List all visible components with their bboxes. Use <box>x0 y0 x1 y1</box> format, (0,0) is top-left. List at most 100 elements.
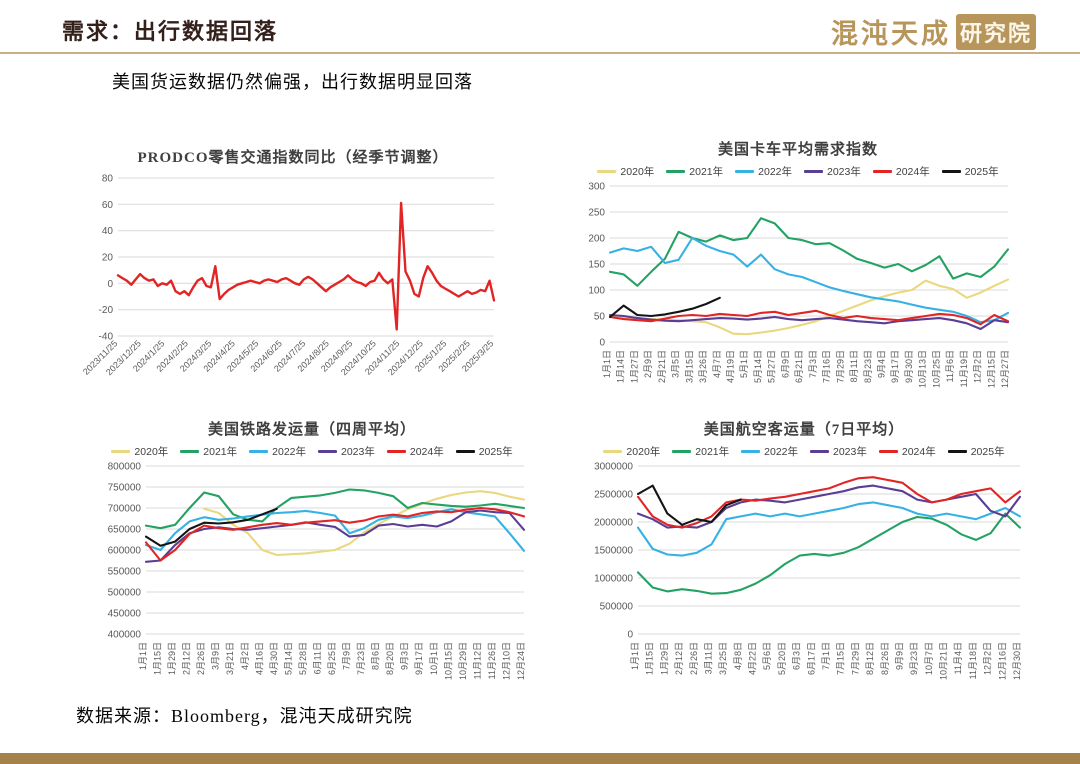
legend-item: 2025年 <box>947 444 1005 459</box>
legend-item: 2021年 <box>180 444 237 459</box>
page-title: 需求：出行数据回落 <box>62 19 279 44</box>
legend-label: 2020年 <box>134 445 169 458</box>
legend-swatch-icon <box>386 449 406 453</box>
svg-text:12月15日: 12月15日 <box>986 350 996 388</box>
svg-text:2000000: 2000000 <box>594 518 633 529</box>
line-chart: 800000 750000 700000 650000 600000 550000 5000… <box>108 462 526 681</box>
subtitle: 美国货运数据仍然偏强，出行数据明显回落 <box>112 72 473 92</box>
brand-logo-badge: 研究院 <box>955 13 1036 50</box>
svg-text:2月26日: 2月26日 <box>689 642 699 675</box>
legend-swatch-icon <box>947 449 967 453</box>
svg-text:10月1日: 10月1日 <box>429 642 439 675</box>
svg-text:4月7日: 4月7日 <box>712 350 722 378</box>
svg-text:8月20日: 8月20日 <box>385 642 395 675</box>
svg-text:12月30日: 12月30日 <box>1012 642 1022 680</box>
svg-text:11月6日: 11月6日 <box>945 350 955 382</box>
svg-text:0: 0 <box>107 279 113 290</box>
chart-title: 美国铁路发运量（四周平均） <box>207 422 416 438</box>
svg-text:4月30日: 4月30日 <box>269 642 279 675</box>
svg-text:9月17日: 9月17日 <box>890 350 900 383</box>
legend-label: 2025年 <box>970 445 1005 458</box>
legend-item: 2024年 <box>386 444 444 459</box>
legend-item: 2020年 <box>597 164 654 179</box>
legend-item: 2022年 <box>735 164 792 179</box>
svg-text:500000: 500000 <box>108 588 142 599</box>
svg-text:9月4日: 9月4日 <box>876 350 886 378</box>
chart-legend: 2020年 2021年 2022年 2023年 2024年 2025年 <box>576 162 1020 180</box>
legend-item: 2023年 <box>318 444 375 459</box>
data-source: 数据来源：Bloomberg，混沌天成研究院 <box>76 706 413 726</box>
svg-text:10月29日: 10月29日 <box>458 642 468 680</box>
legend-label: 2020年 <box>626 445 661 458</box>
svg-text:8月23日: 8月23日 <box>863 350 873 383</box>
svg-text:50: 50 <box>594 312 606 323</box>
chart-rail-shipments: 美国铁路发运量（四周平均） 2020年 2021年 2022年 2023年 2024年 2… <box>90 418 534 692</box>
svg-text:7月3日: 7月3日 <box>808 350 818 378</box>
svg-text:11月4日: 11月4日 <box>953 642 963 674</box>
svg-text:2月9日: 2月9日 <box>643 350 653 378</box>
svg-text:8月11日: 8月11日 <box>849 350 859 382</box>
svg-text:1月1日: 1月1日 <box>602 350 612 378</box>
legend-label: 2021年 <box>203 445 238 458</box>
svg-text:9月23日: 9月23日 <box>909 642 919 675</box>
svg-text:6月11日: 6月11日 <box>312 642 322 674</box>
svg-text:5月6日: 5月6日 <box>762 642 772 670</box>
svg-text:2月12日: 2月12日 <box>674 642 684 675</box>
svg-text:10月25日: 10月25日 <box>931 350 941 388</box>
svg-text:150: 150 <box>588 260 605 271</box>
svg-text:7月29日: 7月29日 <box>850 642 860 675</box>
legend-swatch-icon <box>180 449 200 453</box>
legend-item: 2024年 <box>878 444 936 459</box>
chart-title: 美国航空客运量（7日平均） <box>703 422 905 438</box>
svg-text:80: 80 <box>102 174 114 185</box>
line-chart: 806040200-20-402023/11/252023/12/252024/… <box>81 174 495 378</box>
svg-text:7月23日: 7月23日 <box>356 642 366 675</box>
svg-text:10月13日: 10月13日 <box>918 350 928 388</box>
svg-text:600000: 600000 <box>108 546 142 557</box>
svg-text:11月26日: 11月26日 <box>487 642 497 679</box>
legend-item: 2023年 <box>810 444 867 459</box>
svg-text:500000: 500000 <box>600 602 634 613</box>
svg-text:1月1日: 1月1日 <box>630 642 640 670</box>
legend-swatch-icon <box>735 169 755 173</box>
svg-text:2500000: 2500000 <box>594 490 633 501</box>
header-divider <box>0 52 1080 54</box>
svg-text:4月2日: 4月2日 <box>240 642 250 670</box>
legend-item: 2020年 <box>111 444 168 459</box>
legend-swatch-icon <box>741 449 761 453</box>
legend-label: 2023年 <box>341 445 375 458</box>
svg-text:7月15日: 7月15日 <box>836 642 846 675</box>
legend-item: 2021年 <box>666 164 723 179</box>
chart-prodco-retail-traffic: PRODCO零售交通指数同比（经季节调整） 80 60 40 20 0 -20 -40 202… <box>78 146 508 408</box>
svg-text:8月26日: 8月26日 <box>880 642 890 675</box>
svg-text:5月14日: 5月14日 <box>753 350 763 383</box>
brand-logo-text: 混沌天成 <box>830 19 951 49</box>
svg-text:3000000: 3000000 <box>594 462 633 473</box>
svg-text:12月16日: 12月16日 <box>997 642 1007 680</box>
svg-text:1月29日: 1月29日 <box>659 642 669 675</box>
svg-text:650000: 650000 <box>108 525 142 536</box>
svg-text:5月20日: 5月20日 <box>777 642 787 675</box>
legend-swatch-icon <box>941 169 961 173</box>
svg-text:4月8日: 4月8日 <box>733 642 743 670</box>
legend-swatch-icon <box>804 169 823 173</box>
legend-label: 2023年 <box>833 445 867 458</box>
legend-item: 2025年 <box>941 164 999 179</box>
chart-truck-demand-index: 美国卡车平均需求指数 2020年 2021年 2022年 2023年 2024年 2025… <box>576 138 1020 402</box>
legend-swatch-icon <box>249 449 269 453</box>
svg-text:20: 20 <box>102 253 114 264</box>
legend-swatch-icon <box>597 169 617 173</box>
legend-swatch-icon <box>318 449 337 453</box>
svg-text:1月29日: 1月29日 <box>167 642 177 675</box>
svg-text:4月16日: 4月16日 <box>254 642 264 675</box>
svg-text:1月15日: 1月15日 <box>153 642 163 675</box>
legend-swatch-icon <box>455 449 475 453</box>
svg-text:450000: 450000 <box>108 609 142 620</box>
svg-text:1月27日: 1月27日 <box>629 350 639 383</box>
svg-text:6月9日: 6月9日 <box>780 350 790 378</box>
svg-text:8月6日: 8月6日 <box>371 642 381 670</box>
svg-text:3月5日: 3月5日 <box>671 350 681 378</box>
svg-text:750000: 750000 <box>108 483 142 494</box>
svg-text:11月19日: 11月19日 <box>959 350 969 387</box>
svg-text:3月11日: 3月11日 <box>703 642 713 674</box>
